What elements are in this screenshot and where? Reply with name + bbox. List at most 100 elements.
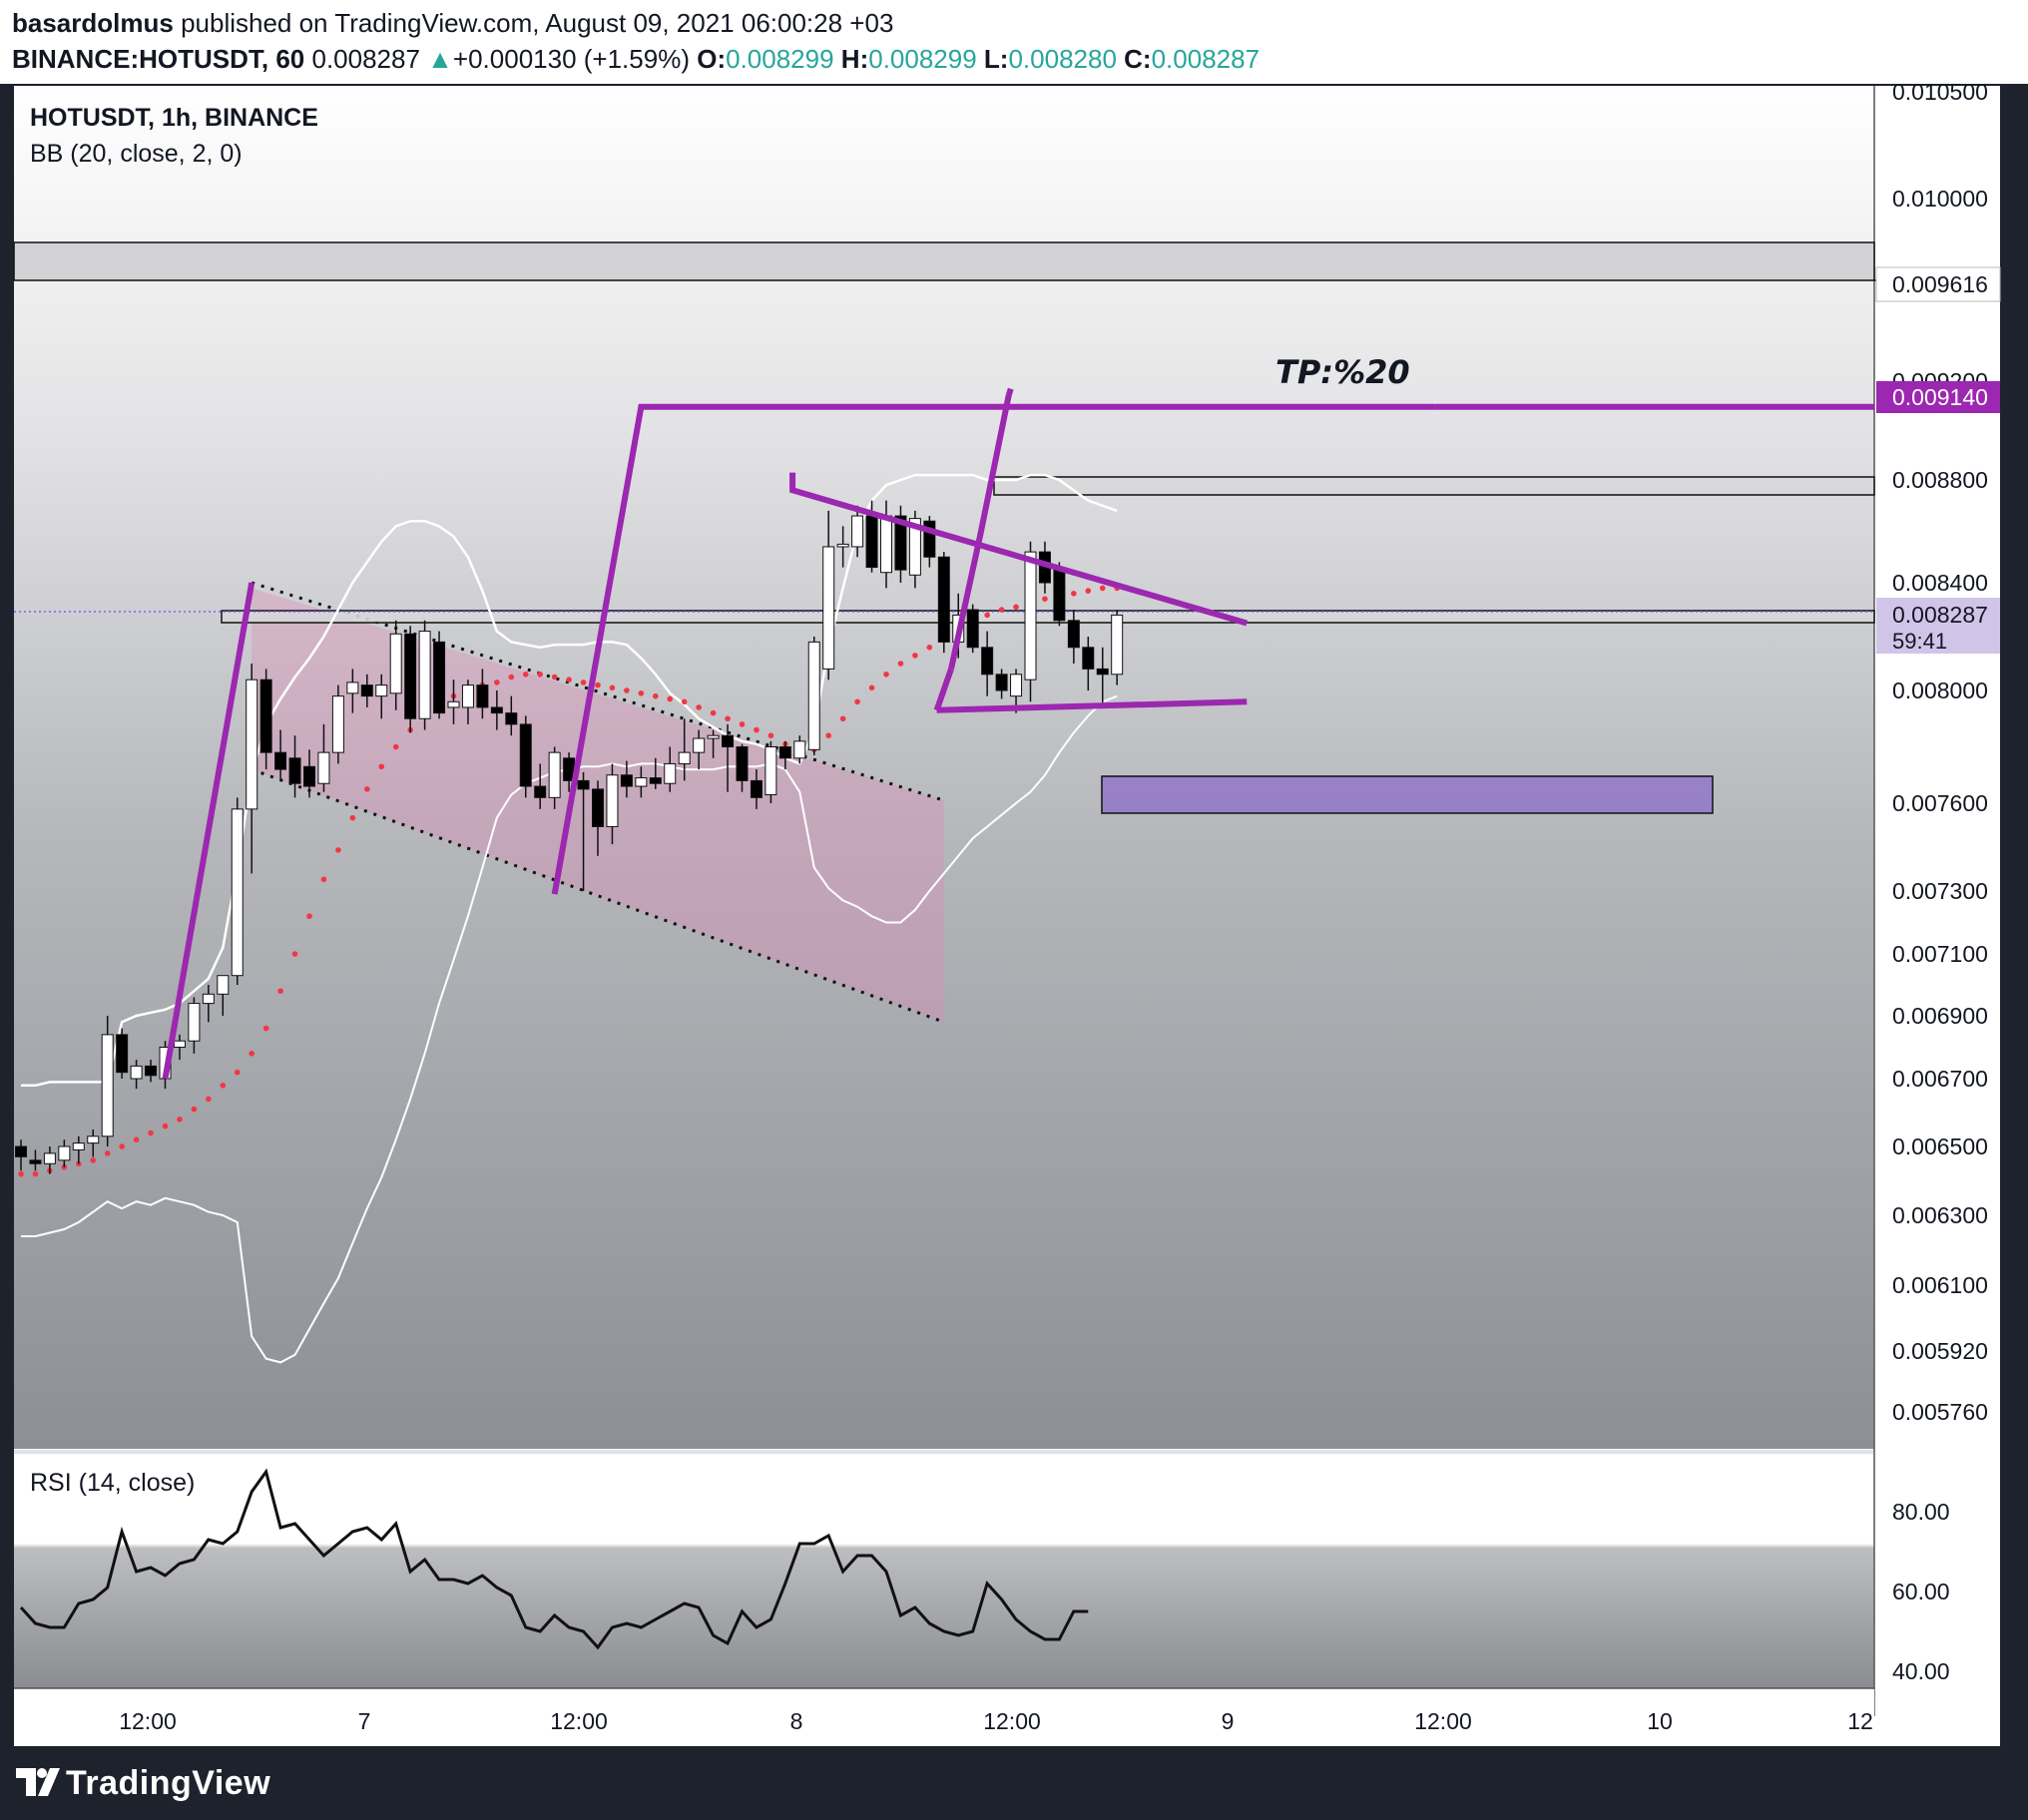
sar-dot: [177, 1117, 183, 1123]
candle-body: [678, 751, 691, 764]
candle: [476, 669, 489, 719]
candle-body: [58, 1145, 71, 1161]
candle: [360, 674, 373, 707]
price-axis[interactable]: [1874, 86, 2000, 1688]
bb-legend[interactable]: BB (20, close, 2, 0): [30, 140, 243, 168]
author-name[interactable]: basardolmus: [12, 8, 174, 38]
candle-body: [1082, 647, 1095, 670]
candle: [87, 1130, 100, 1157]
tp-annotation[interactable]: TP:%20: [1275, 353, 1410, 391]
sar-dot: [839, 715, 846, 722]
publish-info: basardolmus published on TradingView.com…: [12, 8, 893, 39]
candle: [101, 1016, 114, 1146]
candle: [995, 669, 1008, 699]
last-price-label: 0.008287: [1892, 602, 1988, 628]
candle: [145, 1060, 158, 1083]
candle: [29, 1149, 42, 1171]
sar-dot: [624, 687, 630, 693]
candle-body: [778, 746, 791, 759]
candle: [851, 505, 864, 558]
candle: [58, 1139, 71, 1167]
sar-dot: [1071, 591, 1077, 597]
candle: [807, 637, 820, 755]
rsi-tick-label: 80.00: [1892, 1499, 1950, 1525]
tradingview-logo-icon[interactable]: [14, 1764, 60, 1800]
price-tick-label: 0.009616: [1892, 271, 1988, 297]
time-tick-label: 12:00: [550, 1708, 608, 1734]
last-price-badge: [1876, 598, 2000, 654]
candle-body: [188, 1003, 201, 1042]
candle: [418, 620, 431, 730]
candle-body: [274, 751, 287, 770]
candle: [231, 797, 244, 985]
sar-dot: [119, 1143, 125, 1149]
candle-body: [981, 647, 994, 676]
rsi-axis-labels: 80.00 60.00 40.00: [1892, 1499, 1950, 1684]
brand-name[interactable]: TradingView: [66, 1764, 271, 1802]
candle-body: [130, 1065, 143, 1080]
candle: [288, 735, 301, 798]
candle-body: [649, 777, 662, 784]
sar-dot: [335, 847, 341, 853]
price-tick-label: 0.006300: [1892, 1202, 1988, 1228]
candle: [389, 620, 402, 710]
candle: [202, 985, 215, 1023]
price-tick-label: 0.008800: [1892, 467, 1988, 493]
chart-legend-title[interactable]: HOTUSDT, 1h, BINANCE: [30, 104, 318, 132]
current-price-zone: [221, 610, 1875, 624]
candle: [1024, 541, 1037, 702]
sar-dot: [133, 1137, 140, 1142]
sar-dot: [349, 814, 356, 821]
candle-body: [246, 679, 258, 810]
low-label: L:: [983, 44, 1009, 74]
candle-body: [635, 777, 648, 787]
sar-dot: [638, 690, 645, 696]
sar-dot: [32, 1170, 39, 1177]
candle-body: [1096, 668, 1109, 676]
candle-body: [722, 734, 735, 748]
candle-body: [865, 515, 878, 569]
candle-body: [317, 751, 330, 784]
drawing-layer-front: [162, 387, 1874, 1080]
price-tick-label: 0.010500: [1892, 84, 1988, 105]
candle-body: [966, 609, 979, 649]
sar-dot: [912, 653, 918, 659]
sar-dot: [710, 709, 717, 716]
time-tick-label: 9: [1222, 1708, 1235, 1734]
sar-dot: [306, 913, 312, 919]
rsi-legend[interactable]: RSI (14, close): [30, 1469, 196, 1497]
candle-body: [534, 785, 547, 798]
candle: [981, 631, 994, 696]
candle: [548, 746, 561, 809]
candle-body: [173, 1040, 186, 1048]
time-axis[interactable]: [14, 1689, 1874, 1743]
price-chart[interactable]: 0.0105000.0100000.0096160.0092000.009140…: [0, 84, 2028, 1748]
rsi-tick-label: 40.00: [1892, 1658, 1950, 1684]
sar-dot: [249, 1051, 254, 1057]
candle: [303, 749, 315, 798]
candle: [246, 664, 258, 874]
candle: [1096, 647, 1109, 707]
sar-dot: [234, 1069, 241, 1076]
sar-dot: [854, 698, 860, 705]
bb-upper-band: [21, 473, 1118, 1088]
triangle-lower-side: [936, 698, 1248, 713]
candle-body: [937, 556, 950, 643]
sar-dot: [595, 682, 601, 688]
price-tick-label: 0.006900: [1892, 1003, 1988, 1029]
candle: [534, 763, 547, 809]
candle-body: [476, 684, 489, 708]
candle: [664, 746, 677, 792]
sar-dot: [1013, 604, 1019, 611]
candle: [836, 526, 849, 568]
price-tick-label: 0.007100: [1892, 941, 1988, 967]
sar-dot: [551, 674, 558, 681]
demand-zone: [1101, 775, 1714, 814]
resistance-zone: [13, 241, 1875, 281]
price-tick-label: 0.010000: [1892, 186, 1988, 212]
sar-dot: [1085, 588, 1092, 594]
time-tick-label: 7: [358, 1708, 371, 1734]
footer-bar: TradingView: [0, 1748, 2028, 1820]
price-tick-label: 0.005760: [1892, 1399, 1988, 1425]
high-label: H:: [840, 44, 869, 74]
